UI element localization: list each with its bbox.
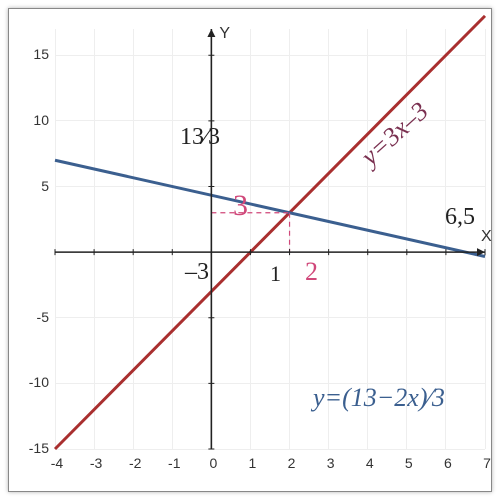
annotation-sol_y: 3	[233, 189, 248, 223]
x-tick-label: 0	[203, 455, 223, 471]
x-tick-label: -1	[164, 455, 184, 471]
annotation-eq2: y=(13−2x)⁄3	[313, 383, 445, 413]
x-tick-label: -2	[125, 455, 145, 471]
annotation-x_int_65: 6,5	[445, 204, 475, 231]
y-tick-label: 15	[21, 46, 49, 62]
x-tick-label: -3	[86, 455, 106, 471]
y-tick-label: -10	[21, 374, 49, 390]
annotation-y_int_neg3: –3	[185, 259, 209, 286]
line-2	[55, 160, 485, 256]
chart-frame: -4-3-2-101234567-15-10-551015XYy=3x–3y=(…	[8, 8, 492, 492]
y-tick-label: -5	[21, 309, 49, 325]
x-tick-label: 7	[477, 455, 497, 471]
x-axis-label: X	[481, 228, 492, 246]
x-tick-label: 6	[438, 455, 458, 471]
y-tick-label: 10	[21, 112, 49, 128]
annotation-sol_x: 2	[305, 257, 318, 287]
y-tick-label: 5	[21, 178, 49, 194]
x-tick-label: 2	[282, 455, 302, 471]
x-tick-label: 5	[399, 455, 419, 471]
x-tick-label: 1	[242, 455, 262, 471]
annotation-y_int_13_3: 13⁄3	[180, 124, 220, 151]
y-axis-label: Y	[219, 25, 230, 43]
y-axis-arrow	[207, 29, 215, 37]
y-tick-label: -15	[21, 440, 49, 456]
annotation-x_int_1: 1	[270, 261, 281, 287]
x-tick-label: -4	[47, 455, 67, 471]
x-tick-label: 4	[360, 455, 380, 471]
plot-area: -4-3-2-101234567-15-10-551015XYy=3x–3y=(…	[55, 29, 485, 449]
x-tick-label: 3	[321, 455, 341, 471]
